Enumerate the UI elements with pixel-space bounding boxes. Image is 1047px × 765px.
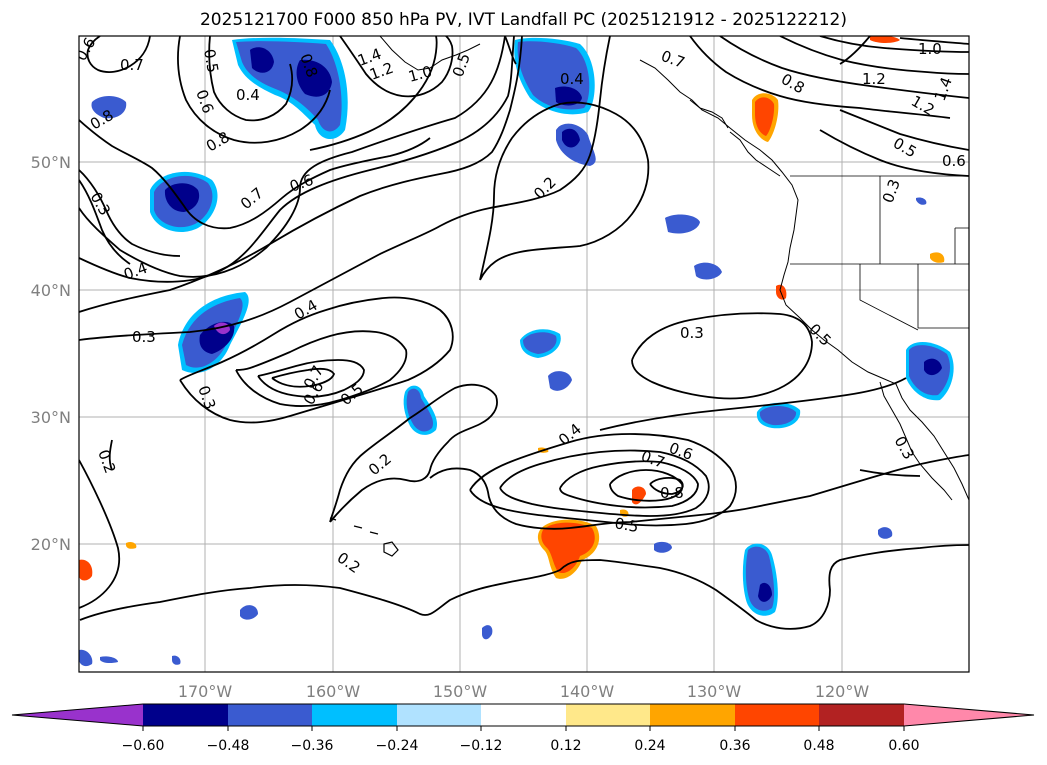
pv-blob xyxy=(924,358,942,376)
north-america-coast xyxy=(639,59,969,501)
map-area xyxy=(79,36,969,672)
pv-blob xyxy=(240,605,258,620)
colorbar-tick-label: 0.60 xyxy=(888,738,919,754)
lon-tick-label: 170°W xyxy=(178,682,233,701)
pv-blob xyxy=(126,541,137,549)
colorbar-segment xyxy=(143,704,228,726)
lat-tick-label: 50°N xyxy=(31,153,71,172)
colorbar-tick-label: 0.48 xyxy=(803,738,834,754)
contour-label: 0.4 xyxy=(560,70,584,88)
ivt-contours xyxy=(79,36,969,630)
baja-california xyxy=(879,381,953,501)
colorbar-tick-label: 0.24 xyxy=(634,738,665,754)
map-frame xyxy=(78,35,970,673)
contour-label: 0.8 xyxy=(660,484,684,502)
contour-label: 1.2 xyxy=(862,70,886,88)
colorbar-tick-label: −0.60 xyxy=(122,738,165,754)
contour-label: 0.7 xyxy=(120,56,144,74)
lat-tick-label: 20°N xyxy=(31,535,71,554)
pv-blob xyxy=(482,625,493,640)
pv-blob xyxy=(758,582,772,602)
colorbar-segment xyxy=(228,704,312,726)
state-border xyxy=(954,227,969,264)
pv-blob xyxy=(79,559,93,581)
colorbar-segment xyxy=(397,704,481,726)
pv-blob xyxy=(562,128,580,148)
colorbar-tick-label: −0.24 xyxy=(376,738,419,754)
colorbar-tick-label: −0.12 xyxy=(460,738,503,754)
lon-tick-label: 130°W xyxy=(687,682,742,701)
pv-blob xyxy=(250,47,274,73)
pv-blob xyxy=(870,36,900,43)
colorbar-tick-label: 0.36 xyxy=(719,738,750,754)
colorbar-segment xyxy=(819,704,904,726)
state-border xyxy=(917,264,969,329)
lon-tick-label: 160°W xyxy=(306,682,361,701)
pv-blob xyxy=(759,406,797,426)
pv-blob xyxy=(172,655,181,665)
state-border xyxy=(859,264,919,331)
map-title: 2025121700 F000 850 hPa PV, IVT Landfall… xyxy=(199,10,847,30)
contour-label: 0.5 xyxy=(200,48,222,75)
pv-blob xyxy=(665,214,700,234)
contour-label: 0.3 xyxy=(680,324,704,342)
pv-blob xyxy=(694,262,722,280)
lon-tick-label: 150°W xyxy=(433,682,488,701)
colorbar-tick-label: −0.48 xyxy=(207,738,250,754)
colorbar: −0.60 −0.48 −0.36 −0.24 −0.12 0.12 0.24 … xyxy=(11,703,1035,754)
colorbar-segment xyxy=(566,704,650,726)
lon-axis-labels: 170°W 160°W 150°W 140°W 130°W 120°W xyxy=(178,682,870,701)
contour-label: 0.6 xyxy=(942,152,966,170)
contour-label: 1.0 xyxy=(406,62,434,86)
colorbar-extend-high xyxy=(904,704,1034,726)
colorbar-tick-label: −0.36 xyxy=(291,738,334,754)
lat-tick-label: 40°N xyxy=(31,281,71,300)
colorbar-segment xyxy=(481,704,566,726)
colorbar-segment xyxy=(650,704,735,726)
pv-blob xyxy=(406,388,434,432)
lat-tick-label: 30°N xyxy=(31,408,71,427)
pv-blob xyxy=(755,97,775,136)
pv-blob xyxy=(930,252,945,263)
colorbar-extend-low xyxy=(12,704,143,726)
lat-axis-labels: 50°N 40°N 30°N 20°N xyxy=(31,153,71,554)
colorbar-segment xyxy=(735,704,819,726)
alaska-coast xyxy=(379,36,481,71)
pv-blob xyxy=(548,371,572,391)
pv-blob xyxy=(878,527,893,539)
pv-blob xyxy=(541,522,595,574)
pv-positive-anomalies xyxy=(79,36,945,581)
lon-tick-label: 140°W xyxy=(560,682,615,701)
lon-tick-label: 120°W xyxy=(815,682,870,701)
pv-blob xyxy=(555,86,582,106)
contour-label: 0.4 xyxy=(236,86,260,104)
contour-label: 0.5 xyxy=(613,514,640,536)
pv-negative-anomalies xyxy=(79,37,954,667)
contour-label: 1.0 xyxy=(918,40,942,58)
pv-blob xyxy=(523,332,557,354)
pv-blob xyxy=(916,197,927,205)
pv-blob xyxy=(296,59,332,97)
colorbar-tick-label: 0.12 xyxy=(550,738,581,754)
pv-blob xyxy=(79,649,93,667)
bc-islands xyxy=(689,99,781,177)
colorbar-segment xyxy=(312,704,397,726)
pv-blob xyxy=(91,96,127,119)
contour-label: 0.3 xyxy=(132,328,156,346)
pv-blob xyxy=(654,541,672,553)
pv-blob xyxy=(100,656,118,664)
